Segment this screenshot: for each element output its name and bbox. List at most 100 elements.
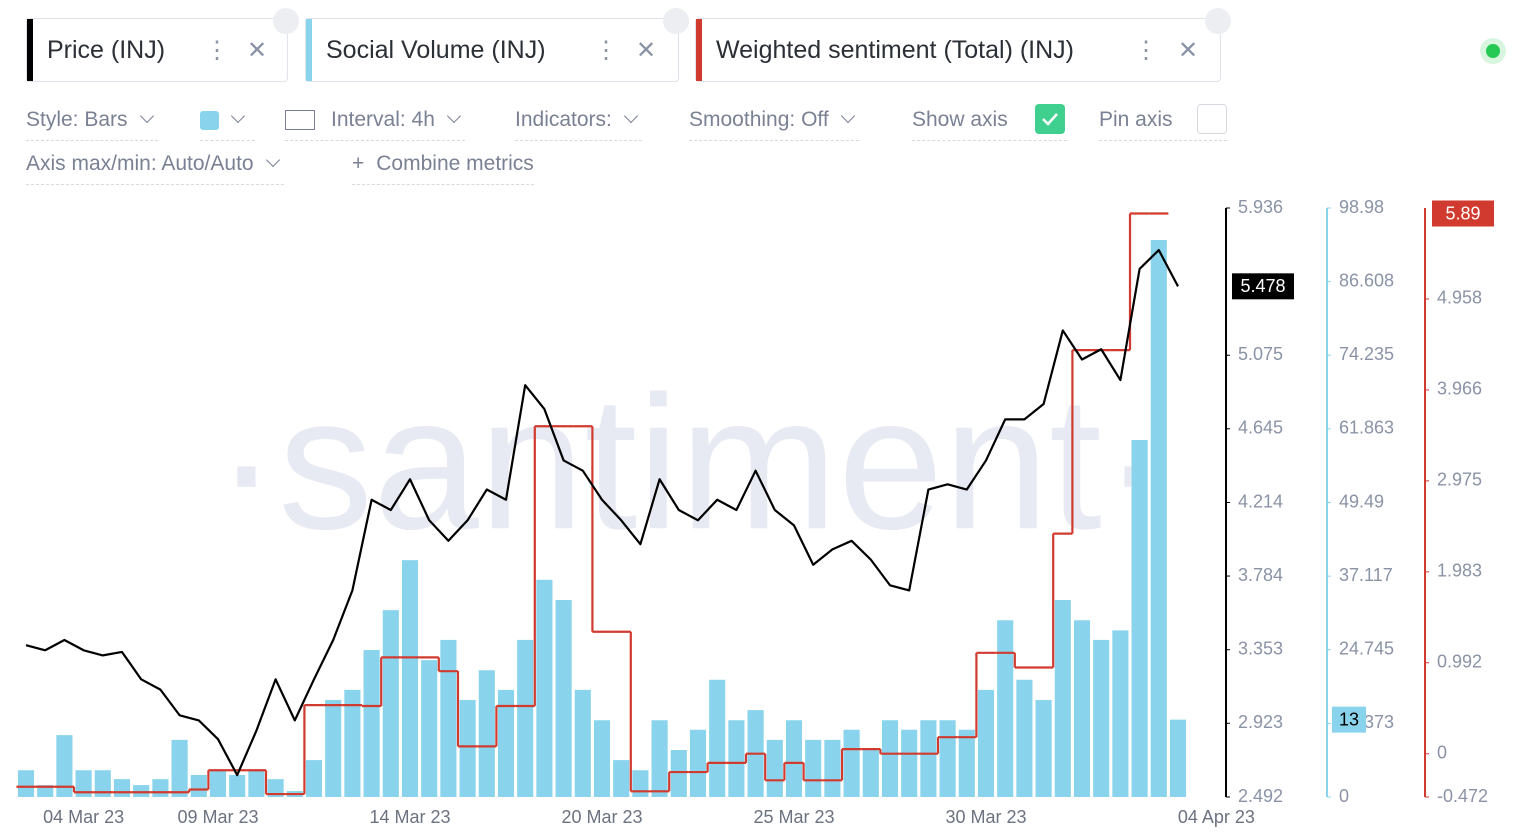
y-tick-label: 3.784 — [1238, 565, 1283, 585]
bar — [632, 770, 649, 797]
metric-tab[interactable]: Social Volume (INJ) ⋮ ✕ — [305, 18, 679, 82]
bar — [17, 770, 35, 797]
y-tick-label: 0.992 — [1437, 651, 1482, 671]
bar — [574, 689, 591, 797]
control-label: Smoothing: Off — [689, 108, 829, 131]
bar — [363, 650, 380, 797]
bar — [1093, 639, 1110, 797]
bar — [920, 720, 937, 797]
eth-icon — [663, 8, 689, 34]
bar — [190, 774, 207, 797]
bar — [75, 770, 92, 797]
bar — [286, 791, 303, 797]
tab-color — [27, 19, 33, 81]
bar — [843, 729, 860, 797]
bar — [958, 729, 975, 797]
current-value-label: 5.89 — [1445, 203, 1480, 223]
combine-metrics-button[interactable]: + Combine metrics — [352, 152, 534, 185]
x-tick-label: 20 Mar 23 — [561, 807, 642, 827]
bar — [248, 770, 265, 797]
close-icon[interactable]: ✕ — [1178, 36, 1199, 64]
bar — [766, 739, 783, 797]
bar — [689, 729, 707, 797]
y-tick-label: 49.49 — [1339, 491, 1384, 511]
close-icon[interactable]: ✕ — [247, 36, 268, 64]
bar — [421, 660, 438, 797]
y-tick-label: 1.983 — [1437, 561, 1482, 581]
bar — [267, 779, 284, 797]
y-tick-label: 61.863 — [1339, 418, 1394, 438]
bar — [305, 760, 323, 797]
menu-icon[interactable]: ⋮ — [594, 36, 618, 64]
current-value-box — [1432, 200, 1494, 227]
bar — [1073, 620, 1091, 797]
bar — [171, 739, 188, 797]
y-tick-label: 37.117 — [1339, 565, 1393, 585]
tab-color — [696, 19, 702, 81]
y-tick-label: 4.958 — [1437, 288, 1482, 308]
bar — [824, 739, 841, 797]
checkbox[interactable] — [1197, 104, 1227, 134]
metric-tab[interactable]: Weighted sentiment (Total) (INJ) ⋮ ✕ — [695, 18, 1221, 82]
bar — [478, 670, 495, 797]
bar — [209, 770, 227, 797]
x-tick-label: 30 Mar 23 — [945, 807, 1026, 827]
y-tick-label: 0 — [1339, 786, 1349, 806]
bar — [901, 729, 918, 797]
bar — [555, 600, 572, 797]
current-value-box — [1332, 706, 1366, 733]
bar — [37, 785, 54, 797]
y-tick-label: 74.235 — [1339, 344, 1394, 364]
current-value-box — [1232, 273, 1294, 300]
y-tick-label: 4.645 — [1238, 418, 1283, 438]
bar — [440, 639, 457, 797]
y-tick-label: 3.353 — [1238, 639, 1283, 659]
smoothing-dropdown[interactable]: Smoothing: Off — [689, 108, 859, 141]
tab-label: Social Volume (INJ) — [326, 35, 546, 64]
control-label: Pin axis — [1099, 108, 1173, 131]
y-tick-label: -0.472 — [1437, 786, 1488, 806]
axis-range-dropdown[interactable]: Axis max/min: Auto/Auto — [26, 152, 284, 185]
bar — [881, 720, 899, 797]
bar — [1016, 679, 1033, 797]
watermark: ·santiment· — [215, 357, 1165, 569]
bar — [382, 610, 399, 797]
bar — [517, 639, 534, 797]
bar — [1035, 700, 1052, 797]
bar — [728, 720, 745, 797]
eth-icon — [1205, 8, 1231, 34]
y-tick-label: 2.492 — [1238, 786, 1283, 806]
bar — [113, 779, 131, 797]
indicators-dropdown[interactable]: Indicators: — [515, 108, 642, 141]
bar — [459, 700, 476, 797]
y-tick-label: 3.966 — [1437, 379, 1482, 399]
pin-axis-toggle[interactable]: Pin axis — [1099, 108, 1227, 141]
control-label: Style: Bars — [26, 108, 128, 131]
bar — [536, 579, 553, 797]
tab-color — [306, 19, 312, 81]
bar — [1150, 240, 1167, 797]
control-label: Interval: 4h — [331, 108, 435, 131]
close-icon[interactable]: ✕ — [636, 36, 657, 64]
bar — [709, 679, 726, 797]
color-dropdown[interactable] — [200, 108, 255, 141]
menu-icon[interactable]: ⋮ — [205, 36, 229, 64]
bar — [56, 735, 73, 797]
bar — [785, 720, 803, 797]
metric-tab[interactable]: Price (INJ) ⋮ ✕ — [26, 18, 288, 82]
style-dropdown[interactable]: Style: Bars — [26, 108, 158, 141]
bar — [229, 774, 246, 797]
bar — [344, 689, 361, 797]
menu-icon[interactable]: ⋮ — [1134, 36, 1158, 64]
bar — [497, 689, 515, 797]
checkbox-checked[interactable] — [1035, 104, 1065, 134]
tab-label: Weighted sentiment (Total) (INJ) — [716, 35, 1074, 64]
x-tick-label: 09 Mar 23 — [177, 807, 258, 827]
y-tick-label: 0 — [1437, 742, 1447, 762]
show-axis-toggle[interactable]: Show axis — [912, 108, 1067, 141]
interval-dropdown[interactable]: Interval: 4h — [285, 108, 465, 141]
y-tick-label: 86.608 — [1339, 270, 1394, 290]
current-value-label: 5.478 — [1240, 276, 1285, 296]
y-tick-label: 4.214 — [1238, 491, 1283, 511]
